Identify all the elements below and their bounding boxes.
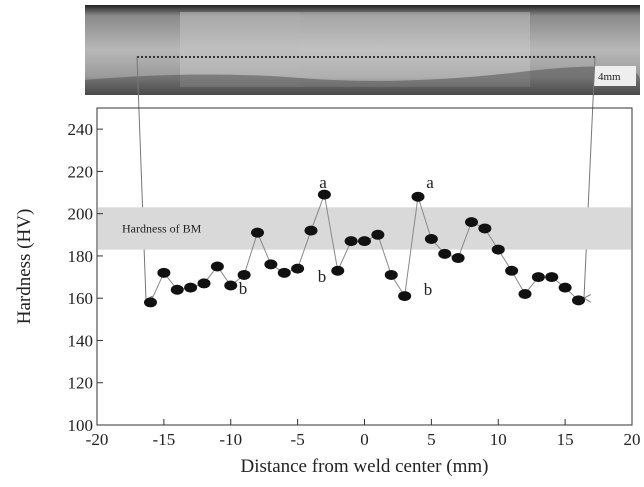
scale-label: 4mm — [598, 71, 621, 83]
y-tick-label: 100 — [68, 416, 94, 435]
data-point — [505, 265, 519, 276]
plot-frame — [96, 107, 633, 426]
x-tick-label: 15 — [557, 430, 574, 449]
data-point — [358, 236, 371, 247]
data-point — [331, 265, 345, 276]
x-tick-label: -15 — [153, 430, 176, 449]
y-tick-label: 160 — [68, 289, 94, 308]
data-point — [438, 248, 452, 259]
data-point — [224, 280, 238, 291]
data-point — [237, 269, 251, 280]
data-point — [251, 227, 264, 238]
data-point — [451, 253, 465, 264]
data-point — [465, 217, 478, 228]
data-point — [491, 244, 505, 255]
annotation: a — [319, 173, 327, 192]
data-point — [545, 272, 559, 283]
annotation: b — [239, 279, 248, 298]
y-tick-label: 140 — [68, 331, 94, 350]
data-point — [384, 269, 398, 280]
y-tick-label: 180 — [68, 247, 94, 266]
annotation: b — [318, 267, 327, 286]
data-point — [304, 225, 318, 236]
micrograph: 4mm — [85, 5, 640, 300]
data-point — [411, 191, 425, 202]
y-tick-label: 120 — [68, 374, 94, 393]
x-tick-label: 20 — [624, 430, 641, 449]
data-point — [572, 295, 585, 306]
data-point — [518, 288, 532, 299]
data-point — [144, 297, 157, 308]
data-point — [424, 234, 438, 245]
y-axis-label: Hardness (HV) — [14, 209, 35, 325]
data-point — [478, 223, 492, 234]
x-tick-label: -10 — [219, 430, 242, 449]
data-point — [170, 284, 184, 295]
y-tick-label: 220 — [68, 162, 94, 181]
data-point — [344, 236, 358, 247]
data-point — [197, 278, 211, 289]
data-point — [184, 282, 198, 293]
x-axis-label: Distance from weld center (mm) — [241, 456, 489, 477]
data-point — [210, 261, 224, 272]
x-tick-label: -5 — [291, 430, 305, 449]
data-point — [371, 229, 385, 240]
data-point — [558, 282, 572, 293]
annotation: a — [426, 173, 434, 192]
data-point — [264, 259, 278, 270]
x-tick-label: 10 — [490, 430, 507, 449]
data-point — [277, 267, 291, 278]
data-point — [317, 189, 331, 200]
annotation: b — [424, 280, 433, 299]
y-tick-label: 200 — [68, 205, 94, 224]
x-tick-label: 5 — [427, 430, 436, 449]
data-point — [531, 272, 545, 283]
y-tick-label: 240 — [68, 120, 94, 139]
reference-band-label: Hardness of BM — [122, 221, 202, 235]
data-point — [291, 263, 305, 274]
x-tick-label: 0 — [360, 430, 369, 449]
x-tick-label: -20 — [86, 430, 109, 449]
data-point — [157, 267, 171, 278]
data-point — [398, 291, 412, 302]
